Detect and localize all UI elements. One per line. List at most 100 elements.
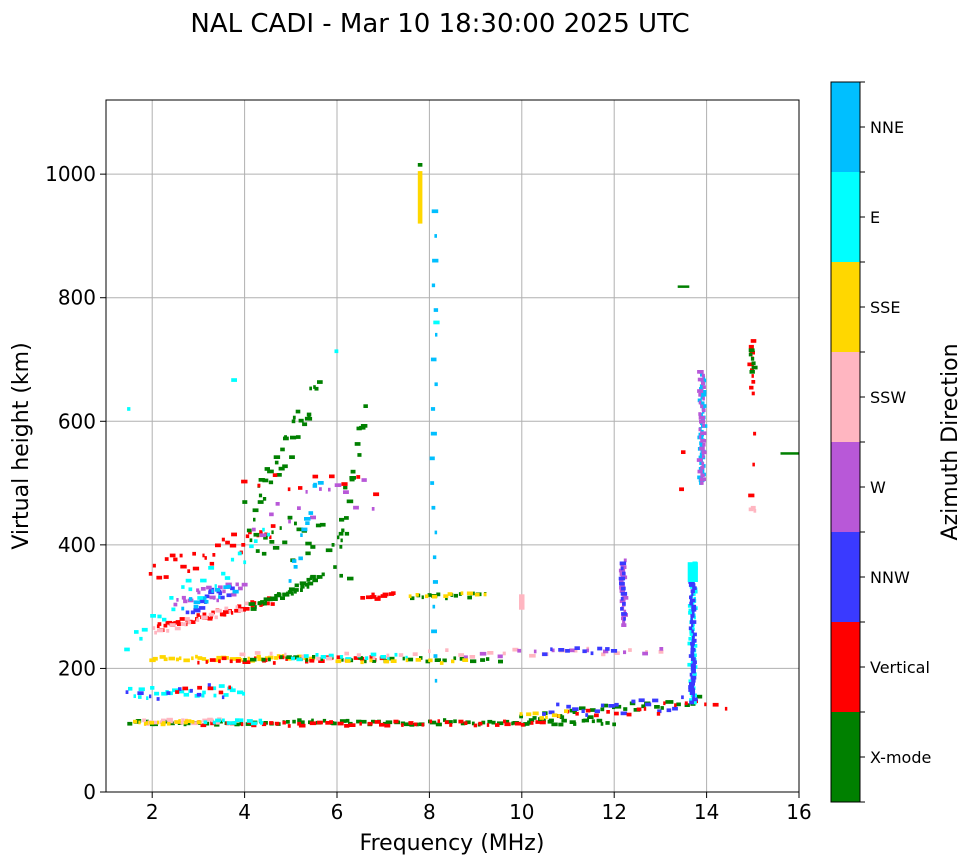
echo-point (157, 720, 160, 725)
echo-point (428, 658, 433, 663)
echo-point (702, 423, 705, 428)
echo-point (278, 466, 285, 471)
echo-point (528, 718, 535, 722)
echo-point (691, 592, 694, 597)
echo-point (566, 704, 571, 709)
echo-point (195, 608, 201, 613)
echo-point (690, 666, 696, 671)
echo-point (689, 700, 694, 705)
echo-point (152, 656, 158, 661)
echo-point (532, 716, 537, 720)
echo-point (427, 593, 432, 597)
echo-point (697, 475, 703, 480)
echo-point (268, 480, 274, 485)
echo-point (460, 591, 464, 596)
echo-point (462, 658, 469, 662)
echo-point (215, 543, 221, 548)
echo-point (185, 610, 190, 615)
echo-point (206, 585, 212, 590)
echo-point (414, 722, 418, 727)
echo-point (444, 720, 449, 725)
echo-point (415, 593, 419, 597)
echo-point (747, 362, 754, 367)
echo-point (698, 412, 702, 416)
echo-point (620, 566, 624, 571)
echo-point (691, 607, 697, 612)
echo-point (202, 553, 205, 558)
echo-point (548, 718, 554, 723)
echo-point (298, 723, 306, 728)
echo-point (196, 720, 202, 725)
echo-point (505, 719, 510, 724)
echo-point (545, 715, 548, 720)
echo-point (292, 588, 299, 592)
echo-point (688, 583, 696, 587)
echo-point (550, 647, 553, 652)
echo-point (421, 722, 425, 727)
echo-point (558, 722, 564, 727)
echo-point (316, 575, 323, 579)
echo-point (269, 651, 273, 656)
colorbar-swatch (831, 262, 860, 352)
echo-point (689, 585, 695, 589)
echo-point (215, 720, 220, 725)
echo-point (248, 530, 252, 535)
echo-point (514, 721, 522, 726)
echo-point (215, 718, 221, 723)
echo-point (704, 702, 707, 707)
echo-point (186, 721, 191, 726)
echo-point (254, 605, 257, 609)
echo-point (691, 657, 696, 661)
echo-point (181, 718, 185, 723)
echo-point (229, 688, 236, 693)
echo-point (701, 462, 705, 466)
echo-point (681, 695, 684, 700)
echo-point (339, 719, 347, 723)
echo-point (275, 502, 280, 506)
echo-point (274, 460, 279, 465)
echo-point (619, 589, 625, 593)
echo-point (557, 714, 561, 718)
echo-point (502, 651, 506, 656)
echo-point (674, 703, 677, 707)
echo-point (642, 651, 648, 656)
echo-point (690, 644, 698, 648)
echo-point (350, 469, 356, 474)
echo-point (751, 391, 755, 396)
echo-point (591, 719, 595, 724)
echo-point (174, 720, 181, 724)
echo-point (585, 708, 591, 713)
x-tick-label: 4 (238, 800, 251, 824)
echo-point (293, 655, 300, 659)
echo-point (699, 384, 704, 388)
echo-point (464, 721, 468, 725)
echo-point (213, 693, 217, 698)
echo-point (318, 659, 325, 663)
echo-point (345, 718, 350, 723)
echo-point (256, 654, 261, 659)
echo-point (280, 655, 283, 659)
echo-point (237, 604, 242, 609)
echo-point (618, 568, 626, 573)
echo-point (605, 721, 610, 725)
echo-point (692, 632, 697, 637)
echo-point (690, 675, 697, 680)
echo-bar (417, 171, 423, 224)
echo-point (431, 505, 436, 510)
echo-point (328, 653, 334, 658)
echo-point (702, 375, 706, 380)
echo-point (594, 713, 599, 718)
echo-point (697, 469, 703, 474)
echo-point (261, 722, 267, 727)
echo-point (260, 721, 264, 725)
echo-point (293, 565, 298, 569)
echo-point (262, 478, 269, 483)
echo-point (551, 722, 558, 727)
echo-point (231, 721, 237, 725)
echo-point (149, 720, 154, 725)
echo-point (688, 685, 695, 689)
echo-point (188, 587, 193, 592)
echo-point (434, 234, 437, 238)
echo-point (748, 344, 754, 349)
